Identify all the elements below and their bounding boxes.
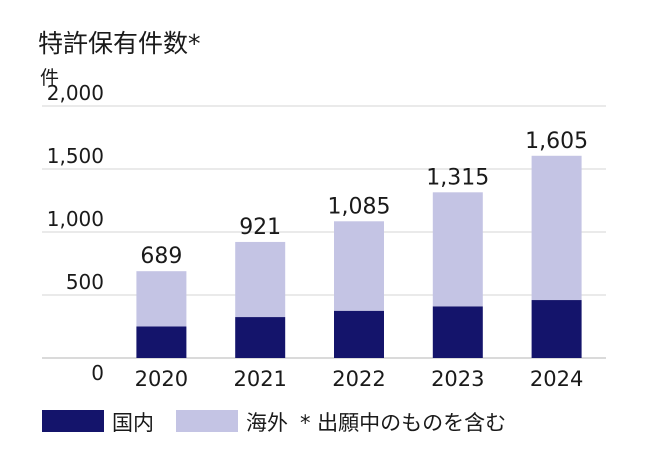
gridlines [42, 105, 606, 359]
y-tick-label: 1,500 [47, 144, 104, 168]
bar-domestic-2024 [531, 300, 582, 358]
bar-total-label: 921 [239, 215, 281, 240]
y-axis-ticks: 0 500 1,000 1,500 2,000 [47, 81, 104, 385]
y-tick-label: 1,000 [47, 207, 104, 231]
bar-overseas-2020 [136, 271, 187, 327]
y-tick-label: 0 [91, 361, 104, 385]
legend-swatch-domestic [42, 410, 104, 432]
x-tick-label: 2023 [431, 367, 484, 391]
bar-overseas-2024 [531, 155, 582, 301]
bar-overseas-2022 [334, 221, 384, 311]
bars [136, 155, 582, 358]
bar-domestic-2023 [432, 306, 483, 358]
legend-swatch-overseas [176, 410, 238, 432]
x-tick-label: 2020 [135, 367, 188, 391]
bar-total-label: 1,605 [525, 129, 588, 154]
bar-overseas-2021 [235, 241, 286, 318]
legend: 国内 海外 * 出願中のものを含む [42, 410, 506, 435]
bar-total-label: 1,085 [328, 194, 391, 219]
x-axis-ticks: 2020 2021 2022 2023 2024 [135, 367, 584, 391]
legend-label-domestic: 国内 [112, 411, 154, 435]
bar-value-labels: 689 921 1,085 1,315 1,605 [140, 129, 588, 269]
chart-title: 特許保有件数* [38, 29, 201, 58]
bar-total-label: 689 [140, 244, 182, 269]
footnote: * 出願中のものを含む [300, 411, 506, 435]
x-tick-label: 2022 [332, 367, 385, 391]
legend-label-overseas: 海外 [246, 411, 288, 435]
x-tick-label: 2021 [233, 367, 286, 391]
y-tick-label: 500 [66, 270, 104, 294]
bar-domestic-2022 [334, 310, 384, 358]
bar-overseas-2023 [432, 192, 483, 307]
y-tick-label: 2,000 [47, 81, 104, 105]
y-axis-unit: 件 [40, 67, 59, 89]
bar-domestic-2021 [235, 317, 286, 358]
bar-total-label: 1,315 [426, 165, 489, 190]
x-tick-label: 2024 [530, 367, 583, 391]
bar-domestic-2020 [136, 326, 187, 358]
